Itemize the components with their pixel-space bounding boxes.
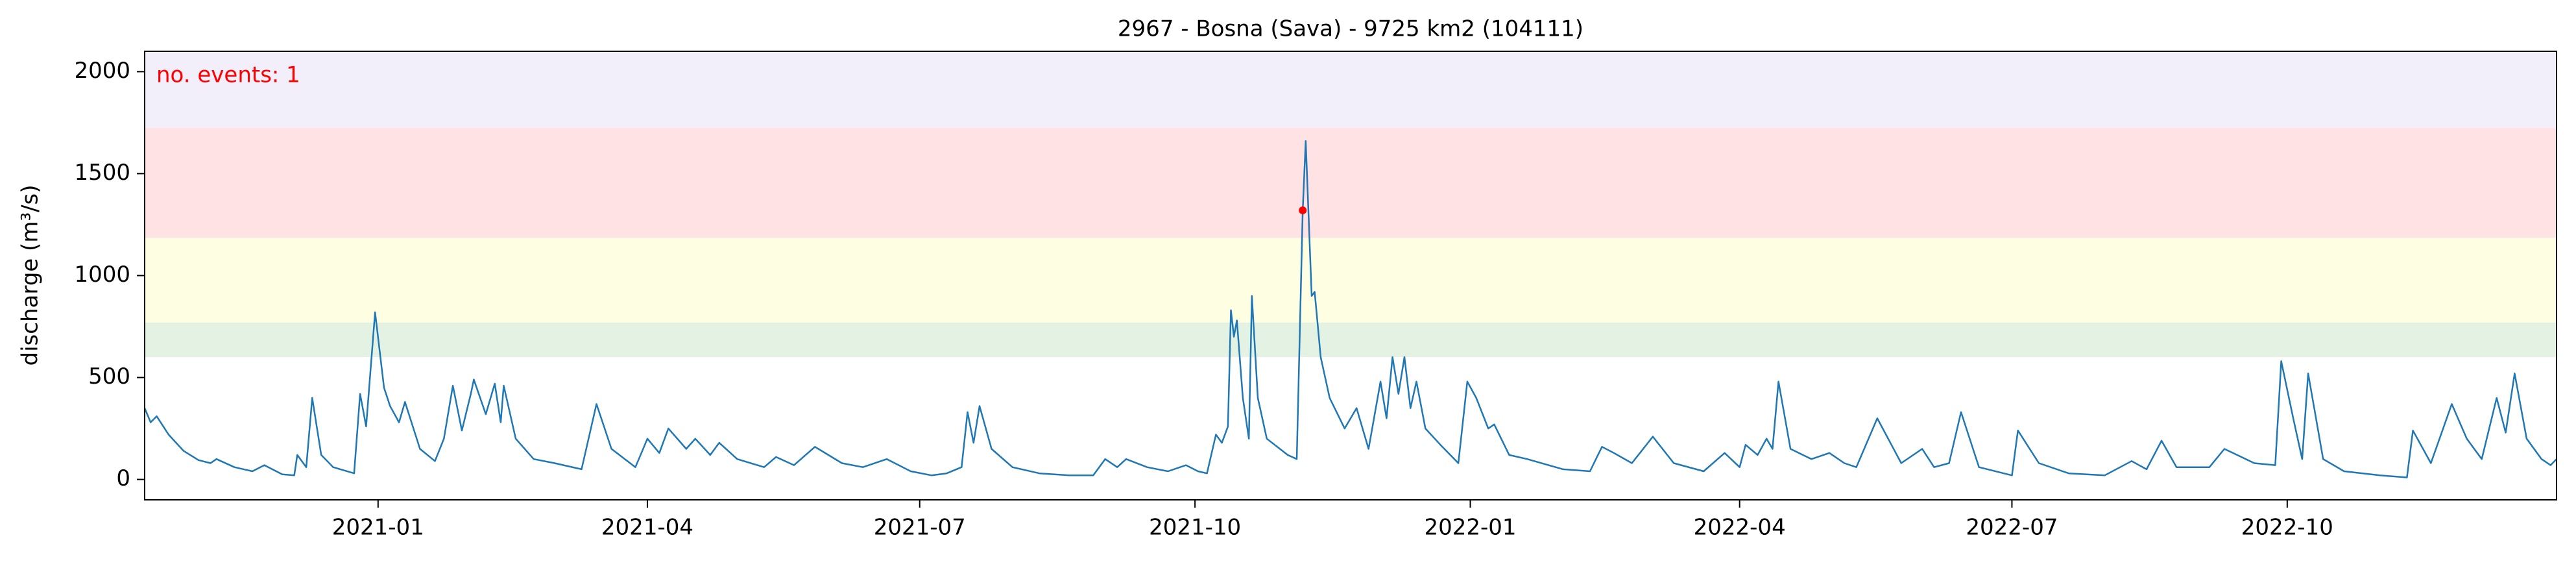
x-tick-label: 2022-01 xyxy=(1424,515,1516,541)
x-tick-label: 2021-01 xyxy=(332,515,424,541)
discharge-line xyxy=(143,140,2557,478)
y-tick-label: 500 xyxy=(88,364,130,389)
threshold-band xyxy=(145,322,2557,358)
y-tick-label: 2000 xyxy=(74,58,130,84)
event-count: no. events: 1 xyxy=(156,62,300,88)
y-tick-label: 0 xyxy=(116,465,130,491)
x-tick-label: 2021-04 xyxy=(601,515,693,541)
x-tick-label: 2021-07 xyxy=(874,515,966,541)
y-axis-label: discharge (m³/s) xyxy=(18,185,43,366)
y-tick-label: 1500 xyxy=(74,160,130,186)
chart-title: 2967 - Bosna (Sava) - 9725 km2 (104111) xyxy=(1118,16,1583,42)
event-point xyxy=(1299,206,1307,214)
x-tick-label: 2022-07 xyxy=(1966,515,2058,541)
threshold-band xyxy=(145,127,2557,238)
x-tick-label: 2022-10 xyxy=(2241,515,2333,541)
y-tick-label: 1000 xyxy=(74,262,130,288)
threshold-band xyxy=(145,238,2557,323)
x-tick-label: 2021-10 xyxy=(1149,515,1241,541)
x-tick-label: 2022-04 xyxy=(1694,515,1786,541)
plot-frame xyxy=(144,51,2557,500)
threshold-band xyxy=(145,51,2557,128)
